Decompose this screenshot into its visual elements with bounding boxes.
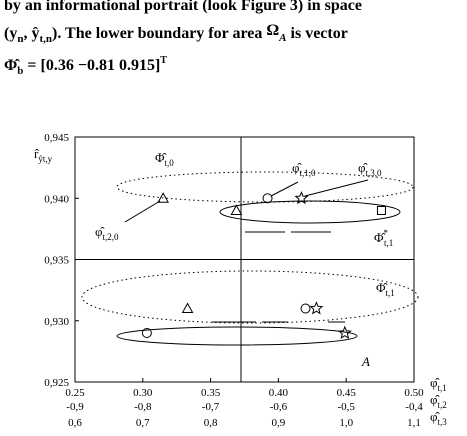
x-tick-label: 0.50 — [404, 387, 424, 399]
axis-symbol: φ̂ — [430, 392, 441, 407]
axis-symbol: r̂ — [34, 146, 40, 161]
x-tick-label: 0,6 — [68, 417, 82, 429]
annotation: φ̂t,1,0 — [292, 160, 316, 178]
y-tick-label: 0,940 — [44, 193, 69, 205]
text-run: , ŷ — [23, 25, 39, 42]
point — [157, 192, 169, 203]
text-sub: t,n — [39, 33, 52, 45]
point — [230, 204, 243, 215]
x-tick-label: 0.40 — [269, 387, 289, 399]
x-tick-label: -0,7 — [202, 401, 220, 413]
region — [81, 270, 419, 324]
x-tick-label: -0,6 — [270, 401, 288, 413]
x-tick-label: -0,5 — [337, 401, 355, 413]
text-run: is vector — [287, 25, 348, 42]
y-axis-label: r̂ŷt,y — [34, 146, 53, 164]
annotation-symbol: Φ̂ — [374, 230, 387, 245]
x-tick-label: 0.45 — [337, 387, 357, 399]
region — [219, 200, 401, 224]
annotation-sub: t,3,0 — [366, 168, 383, 178]
axis-symbol: φ̂ — [430, 409, 441, 424]
text-run: = [0.36 −0.81 0.915] — [23, 57, 160, 74]
axis-sub: t,3 — [438, 417, 448, 427]
text-run: by an informational portrait (look — [4, 0, 241, 14]
x-tick-label: -0,9 — [66, 401, 84, 413]
point — [294, 190, 309, 205]
x-tick-label: 0.30 — [133, 387, 153, 399]
text-sub: b — [17, 65, 23, 77]
y-tick-label: 0,945 — [44, 132, 69, 144]
text-sup: T — [160, 55, 167, 66]
x-tick-label: 0,7 — [136, 417, 150, 429]
point — [300, 303, 311, 314]
text-run: Ω — [266, 22, 279, 39]
x-axis-label: φ̂t,2 — [430, 392, 447, 410]
text-run: ) — [52, 25, 57, 42]
text-sub: n — [17, 33, 23, 45]
x-tick-label: 1,1 — [407, 417, 421, 429]
x-axis-label: φ̂t,1 — [430, 375, 447, 393]
x-tick-label: -0,4 — [405, 401, 423, 413]
annotation-symbol: Φ̂ — [155, 150, 168, 165]
point — [376, 206, 386, 215]
x-axis-label: φ̂t,3 — [430, 409, 447, 427]
annotation: A — [361, 354, 370, 369]
annotation-symbol: Φ̂ — [376, 280, 389, 295]
y-tick-label: 0,935 — [44, 255, 69, 267]
region — [116, 326, 358, 346]
annotation-sub: t,2,0 — [103, 232, 120, 242]
annotation: φ̂t,2,0 — [95, 224, 119, 242]
point — [141, 328, 152, 338]
region — [116, 171, 414, 203]
text-run: ) in space — [298, 0, 362, 14]
text-run: . The lower boundary for area — [57, 25, 266, 42]
x-tick-label: 0,9 — [272, 417, 286, 429]
axis-sub: t,1 — [438, 383, 447, 393]
point — [181, 302, 194, 313]
annotation: Φ̂* t,1 — [374, 228, 393, 248]
x-tick-label: 1,0 — [339, 417, 353, 429]
x-tick-label: 0.35 — [201, 387, 221, 399]
point — [262, 193, 273, 204]
point — [337, 325, 352, 339]
annotation-symbol: φ̂ — [358, 160, 369, 175]
annotation-symbol: φ̂ — [292, 160, 303, 175]
axis-sub: t,2 — [438, 400, 447, 410]
annotation: φ̂t,3,0 — [358, 160, 382, 178]
x-tick-label: -0,8 — [134, 401, 152, 413]
annotation-sub: t,0 — [165, 158, 175, 168]
annotation-sub: t,1,0 — [300, 168, 317, 178]
annotation: Φ̂t,0 — [155, 150, 174, 168]
point — [309, 301, 324, 315]
y-tick-label: 0,930 — [44, 316, 69, 328]
text-line: Φ̂b = [0.36 −0.81 0.915]T — [4, 55, 167, 77]
text-sub: A — [278, 32, 286, 44]
annotation: Φ̂t,1 — [376, 280, 395, 298]
x-tick-label: 0.25 — [65, 387, 85, 399]
y-tick-label: 0,925 — [44, 377, 69, 389]
axis-sub: ŷt,y — [38, 154, 52, 164]
annotation-symbol: φ̂ — [95, 224, 106, 239]
text-run: (y — [4, 25, 17, 42]
text-run: Φ̂ — [4, 57, 20, 74]
annotation-sub: t,1 — [386, 288, 395, 298]
text-run: Figure 3 — [241, 0, 298, 14]
x-tick-label: 0,8 — [204, 417, 218, 429]
annotation-sub: t,1 — [384, 238, 393, 248]
leader-line — [270, 181, 299, 197]
annotation-sup: * — [384, 228, 389, 238]
leader-line — [304, 179, 369, 197]
leader-line — [124, 200, 161, 223]
text-line: by an informational portrait (look Figur… — [4, 0, 362, 14]
axis-symbol: φ̂ — [430, 375, 441, 390]
text-line: (yn, ŷt,n). The lower boundary for area … — [4, 22, 348, 45]
